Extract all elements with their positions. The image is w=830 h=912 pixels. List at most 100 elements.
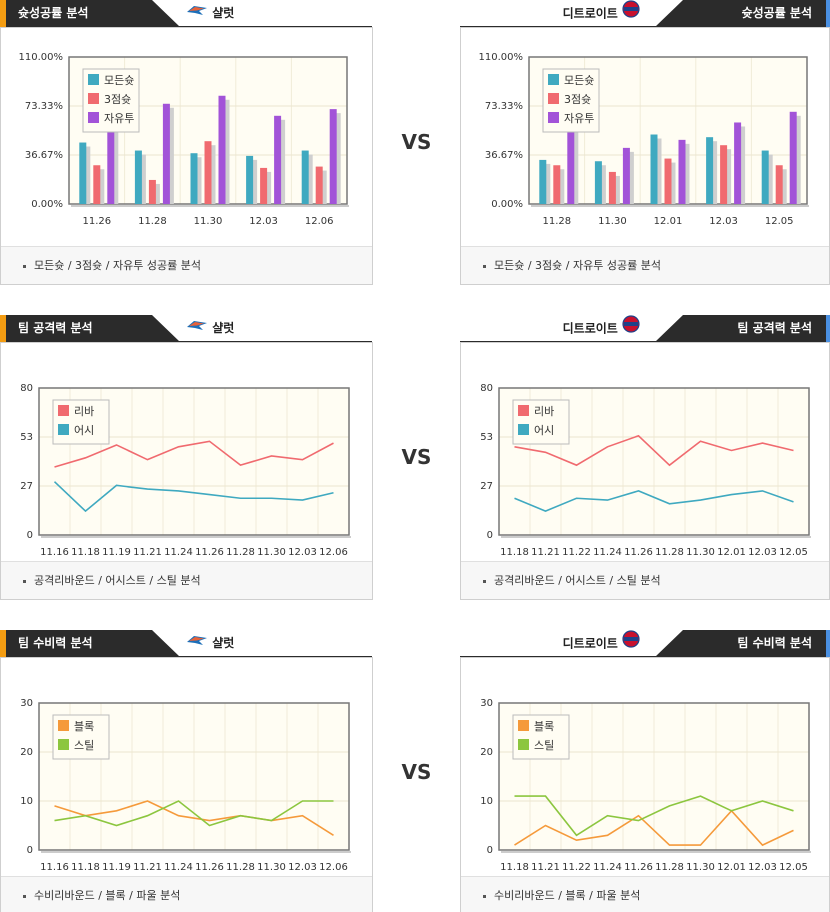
bar (246, 155, 254, 204)
bar-shadow (779, 169, 787, 204)
bar-shadow (138, 154, 146, 204)
bar (775, 165, 783, 204)
y-tick-label: 0.00% (31, 199, 63, 210)
x-tick-label: 11.22 (562, 862, 591, 873)
bar-shadow (793, 115, 801, 204)
vs-label: VS (401, 760, 432, 784)
bar (706, 137, 714, 204)
bar (190, 153, 198, 204)
pistons-logo-icon (622, 630, 640, 658)
legend-swatch (548, 93, 559, 104)
legend-swatch (518, 405, 529, 416)
header-divider (170, 656, 372, 657)
chart-svg: 0.00% 36.67% 73.33% 110.00% 11.28 11.30 12.01 1… (479, 52, 809, 227)
x-tick-label: 11.30 (194, 216, 223, 227)
y-tick-label: 30 (480, 698, 493, 709)
series-line (53, 481, 334, 513)
chart-caption: 모든슛 / 3점슛 / 자유투 성공률 분석 (1, 246, 372, 284)
y-tick-label: 10 (480, 796, 493, 807)
header-divider (170, 341, 372, 342)
y-tick-label: 20 (20, 747, 33, 758)
x-tick-label: 11.30 (686, 547, 715, 558)
legend-swatch (518, 720, 529, 731)
header-divider (460, 341, 665, 342)
chart-svg: 0 27 53 80 11.18 11.21 11.22 11.24 11.26 11.28 11.… (480, 383, 811, 558)
x-tick-label: 11.26 (82, 216, 111, 227)
x-tick-label: 11.19 (102, 547, 131, 558)
y-tick-label: 110.00% (479, 52, 524, 63)
y-tick-label: 53 (20, 432, 33, 443)
bar (622, 147, 630, 204)
section-defense: 팀 수비력 분석 샬럿 디트로이트 팀 수비력 분석 0 10 20 30 11.16 1… (0, 630, 830, 912)
x-tick-label: 11.28 (226, 862, 255, 873)
plot-frame (38, 702, 350, 851)
section-title: 슛성공률 분석 (655, 0, 830, 27)
y-tick-label: 0 (27, 845, 33, 856)
bar-shadow (612, 175, 620, 204)
section-title: 팀 공격력 분석 (0, 315, 180, 342)
bar-shadow (626, 151, 634, 204)
legend-label: 블록 (74, 720, 94, 733)
legend-label: 어시 (534, 424, 554, 437)
x-tick-label: 11.24 (593, 862, 622, 873)
bar-shadow (654, 138, 662, 204)
x-tick-label: 11.24 (164, 547, 193, 558)
team-right: 디트로이트 (563, 315, 640, 342)
header-left: 팀 수비력 분석 샬럿 (0, 630, 372, 657)
bar (107, 121, 115, 204)
vs-label: VS (401, 130, 432, 154)
pistons-logo-icon (622, 0, 640, 28)
team-left: 샬럿 (186, 630, 234, 657)
legend-swatch (58, 720, 69, 731)
bar-shadow (738, 126, 746, 204)
legend-label: 모든슛 (564, 74, 594, 87)
team-left: 샬럿 (186, 315, 234, 342)
y-tick-label: 110.00% (19, 52, 64, 63)
y-tick-label: 27 (20, 481, 33, 492)
legend-swatch (548, 74, 559, 85)
pistons-logo-icon (622, 315, 640, 343)
legend-label: 자유투 (104, 112, 134, 125)
bar-shadow (152, 183, 160, 204)
bar (761, 150, 769, 204)
legend-label: 어시 (74, 424, 94, 437)
bar-shadow (319, 170, 327, 204)
y-tick-label: 27 (480, 481, 493, 492)
bar-shadow (222, 99, 230, 204)
x-tick-label: 11.21 (133, 862, 162, 873)
legend-label: 리바 (74, 405, 94, 418)
x-tick-label: 11.30 (686, 862, 715, 873)
x-tick-label: 12.05 (779, 862, 808, 873)
series-line (54, 800, 334, 827)
team-left-name: 샬럿 (212, 321, 235, 335)
legend-box (52, 714, 110, 760)
team-right: 디트로이트 (563, 630, 640, 657)
header-divider (170, 26, 372, 27)
bar (134, 150, 142, 204)
bar-shadow (724, 149, 732, 204)
bar-shadow (682, 143, 690, 204)
bar-shadow (543, 163, 551, 204)
x-tick-label: 12.05 (765, 216, 794, 227)
bar (274, 115, 282, 204)
hornets-logo-icon (186, 630, 208, 657)
series-line (54, 440, 334, 468)
x-tick-label: 11.24 (593, 547, 622, 558)
bar-shadow (264, 171, 272, 204)
x-tick-label: 11.21 (133, 547, 162, 558)
x-tick-label: 11.18 (71, 862, 100, 873)
bar-shadow (208, 145, 216, 204)
legend-label: 모든슛 (104, 74, 134, 87)
y-tick-label: 73.33% (485, 101, 523, 112)
x-tick-label: 11.16 (40, 547, 69, 558)
y-tick-label: 80 (480, 383, 493, 394)
x-tick-label: 11.22 (562, 547, 591, 558)
team-right: 디트로이트 (563, 0, 640, 27)
chart-panel-left: 0 27 53 80 11.16 11.18 11.19 11.21 11.24 11.26 11.… (0, 342, 373, 600)
bar (204, 141, 212, 204)
chart-svg: 0 10 20 30 11.18 11.21 11.22 11.24 11.26 11.28 11.… (480, 698, 811, 873)
legend-swatch (58, 405, 69, 416)
x-tick-label: 12.01 (717, 862, 746, 873)
bar-shadow (557, 169, 565, 204)
x-tick-label: 12.06 (305, 216, 334, 227)
